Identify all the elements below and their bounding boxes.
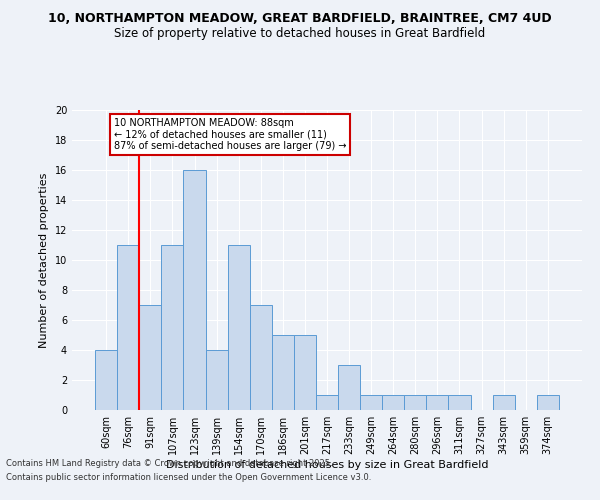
Bar — [95, 350, 117, 410]
Bar — [537, 395, 559, 410]
Bar — [360, 395, 382, 410]
Bar — [382, 395, 404, 410]
Bar — [206, 350, 227, 410]
Bar — [227, 245, 250, 410]
Bar — [250, 305, 272, 410]
Bar — [493, 395, 515, 410]
Bar — [161, 245, 184, 410]
Bar — [184, 170, 206, 410]
Y-axis label: Number of detached properties: Number of detached properties — [39, 172, 49, 348]
Bar — [272, 335, 294, 410]
Bar — [139, 305, 161, 410]
X-axis label: Distribution of detached houses by size in Great Bardfield: Distribution of detached houses by size … — [166, 460, 488, 470]
Bar — [427, 395, 448, 410]
Text: Contains public sector information licensed under the Open Government Licence v3: Contains public sector information licen… — [6, 474, 371, 482]
Bar — [117, 245, 139, 410]
Bar — [316, 395, 338, 410]
Bar — [448, 395, 470, 410]
Text: 10, NORTHAMPTON MEADOW, GREAT BARDFIELD, BRAINTREE, CM7 4UD: 10, NORTHAMPTON MEADOW, GREAT BARDFIELD,… — [48, 12, 552, 26]
Text: Contains HM Land Registry data © Crown copyright and database right 2025.: Contains HM Land Registry data © Crown c… — [6, 458, 332, 468]
Bar — [338, 365, 360, 410]
Text: 10 NORTHAMPTON MEADOW: 88sqm
← 12% of detached houses are smaller (11)
87% of se: 10 NORTHAMPTON MEADOW: 88sqm ← 12% of de… — [114, 118, 346, 150]
Bar — [294, 335, 316, 410]
Bar — [404, 395, 427, 410]
Text: Size of property relative to detached houses in Great Bardfield: Size of property relative to detached ho… — [115, 28, 485, 40]
